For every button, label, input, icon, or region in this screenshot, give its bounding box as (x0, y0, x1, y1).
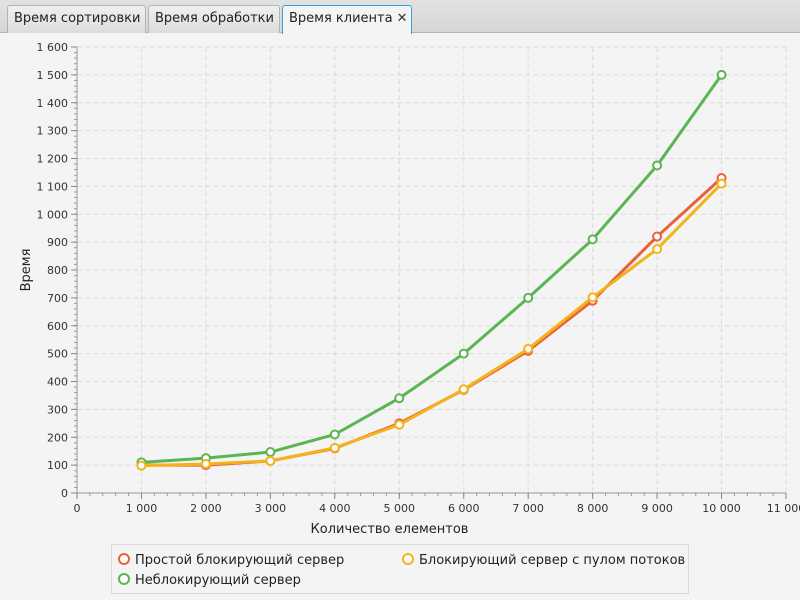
tab-client-time[interactable]: Время клиента ✕ (282, 5, 412, 34)
data-point (652, 231, 663, 242)
legend-marker-icon (402, 553, 414, 565)
data-point (587, 234, 598, 245)
y-tick-label: 1 500 (37, 69, 69, 82)
series-0 (136, 173, 727, 471)
x-tick-label: 3 000 (255, 502, 287, 515)
x-tick-label: 11 000 (767, 502, 800, 515)
data-point (329, 429, 340, 440)
y-tick-label: 700 (47, 292, 68, 305)
legend-label: Неблокирующий сервер (135, 573, 301, 588)
close-icon[interactable]: ✕ (396, 11, 408, 26)
y-tick-label: 1 300 (37, 125, 69, 138)
x-tick-label: 7 000 (512, 502, 544, 515)
y-tick-label: 1 000 (37, 208, 69, 221)
data-point (136, 460, 147, 471)
tab-processing-time-label: Время обработки (155, 11, 274, 26)
data-point (523, 292, 534, 303)
data-point (523, 343, 534, 354)
chart-grid (77, 46, 787, 493)
data-point (652, 160, 663, 171)
legend-marker-icon (118, 553, 130, 565)
y-tick-label: 600 (47, 320, 68, 333)
legend-marker-icon (118, 573, 130, 585)
y-tick-label: 900 (47, 236, 68, 249)
series-line (141, 182, 723, 468)
series-line (141, 176, 723, 467)
y-tick-label: 0 (61, 487, 68, 500)
series-line (141, 74, 723, 464)
y-tick-label: 200 (47, 431, 68, 444)
y-tick-label: 500 (47, 348, 68, 361)
data-point (458, 348, 469, 359)
x-tick-label: 9 000 (641, 502, 673, 515)
data-point (652, 244, 663, 255)
tab-processing-time[interactable]: Время обработки (148, 5, 280, 33)
legend-label: Простой блокирующий сервер (135, 553, 345, 568)
x-tick-label: 2 000 (190, 502, 222, 515)
chart-series (136, 69, 727, 471)
data-point (200, 459, 211, 470)
y-tick-label: 300 (47, 403, 68, 416)
x-tick-label: 5 000 (384, 502, 416, 515)
legend-label: Блокирующий сервер с пулом потоков (419, 553, 686, 568)
legend-item-thread-pool[interactable]: Блокирующий сервер с пулом потоков (402, 553, 685, 568)
data-point (716, 178, 727, 189)
y-axis-title: Время (19, 249, 34, 292)
data-point (394, 393, 405, 404)
data-point (329, 442, 340, 453)
x-tick-label: 4 000 (319, 502, 351, 515)
x-tick-label: 10 000 (702, 502, 741, 515)
data-point (716, 69, 727, 80)
y-tick-label: 400 (47, 376, 68, 389)
data-point (265, 447, 276, 458)
line-chart: 0 1 000 2 000 3 000 4 000 5 000 6 000 7 000 8 00… (19, 41, 800, 537)
y-tick-label: 1 600 (37, 41, 69, 54)
y-tick-label: 800 (47, 264, 68, 277)
tab-sort-time-label: Время сортировки (14, 11, 141, 26)
x-axis-title: Количество елементов (311, 522, 469, 537)
x-tick-label: 8 000 (577, 502, 609, 515)
tab-sort-time[interactable]: Время сортировки (7, 5, 146, 33)
tab-client-time-label: Время клиента (289, 11, 393, 26)
data-point (394, 419, 405, 430)
y-tick-label: 1 100 (37, 180, 69, 193)
chart-legend: Простой блокирующий сервер Блокирующий с… (111, 544, 689, 594)
x-tick-label: 0 (74, 502, 81, 515)
chart-axes: 0 1 000 2 000 3 000 4 000 5 000 6 000 7 000 8 00… (37, 41, 800, 515)
legend-item-nonblocking[interactable]: Неблокирующий сервер (118, 573, 301, 588)
y-tick-label: 1 400 (37, 97, 69, 110)
data-point (587, 292, 598, 303)
series-2 (136, 178, 727, 471)
x-tick-label: 1 000 (126, 502, 158, 515)
tab-bar: Время сортировки Время обработки Время к… (0, 0, 800, 34)
legend-item-simple-blocking[interactable]: Простой блокирующий сервер (118, 553, 344, 568)
data-point (265, 455, 276, 466)
y-tick-label: 1 200 (37, 153, 69, 166)
y-tick-label: 100 (47, 459, 68, 472)
x-tick-label: 6 000 (448, 502, 480, 515)
data-point (458, 384, 469, 395)
